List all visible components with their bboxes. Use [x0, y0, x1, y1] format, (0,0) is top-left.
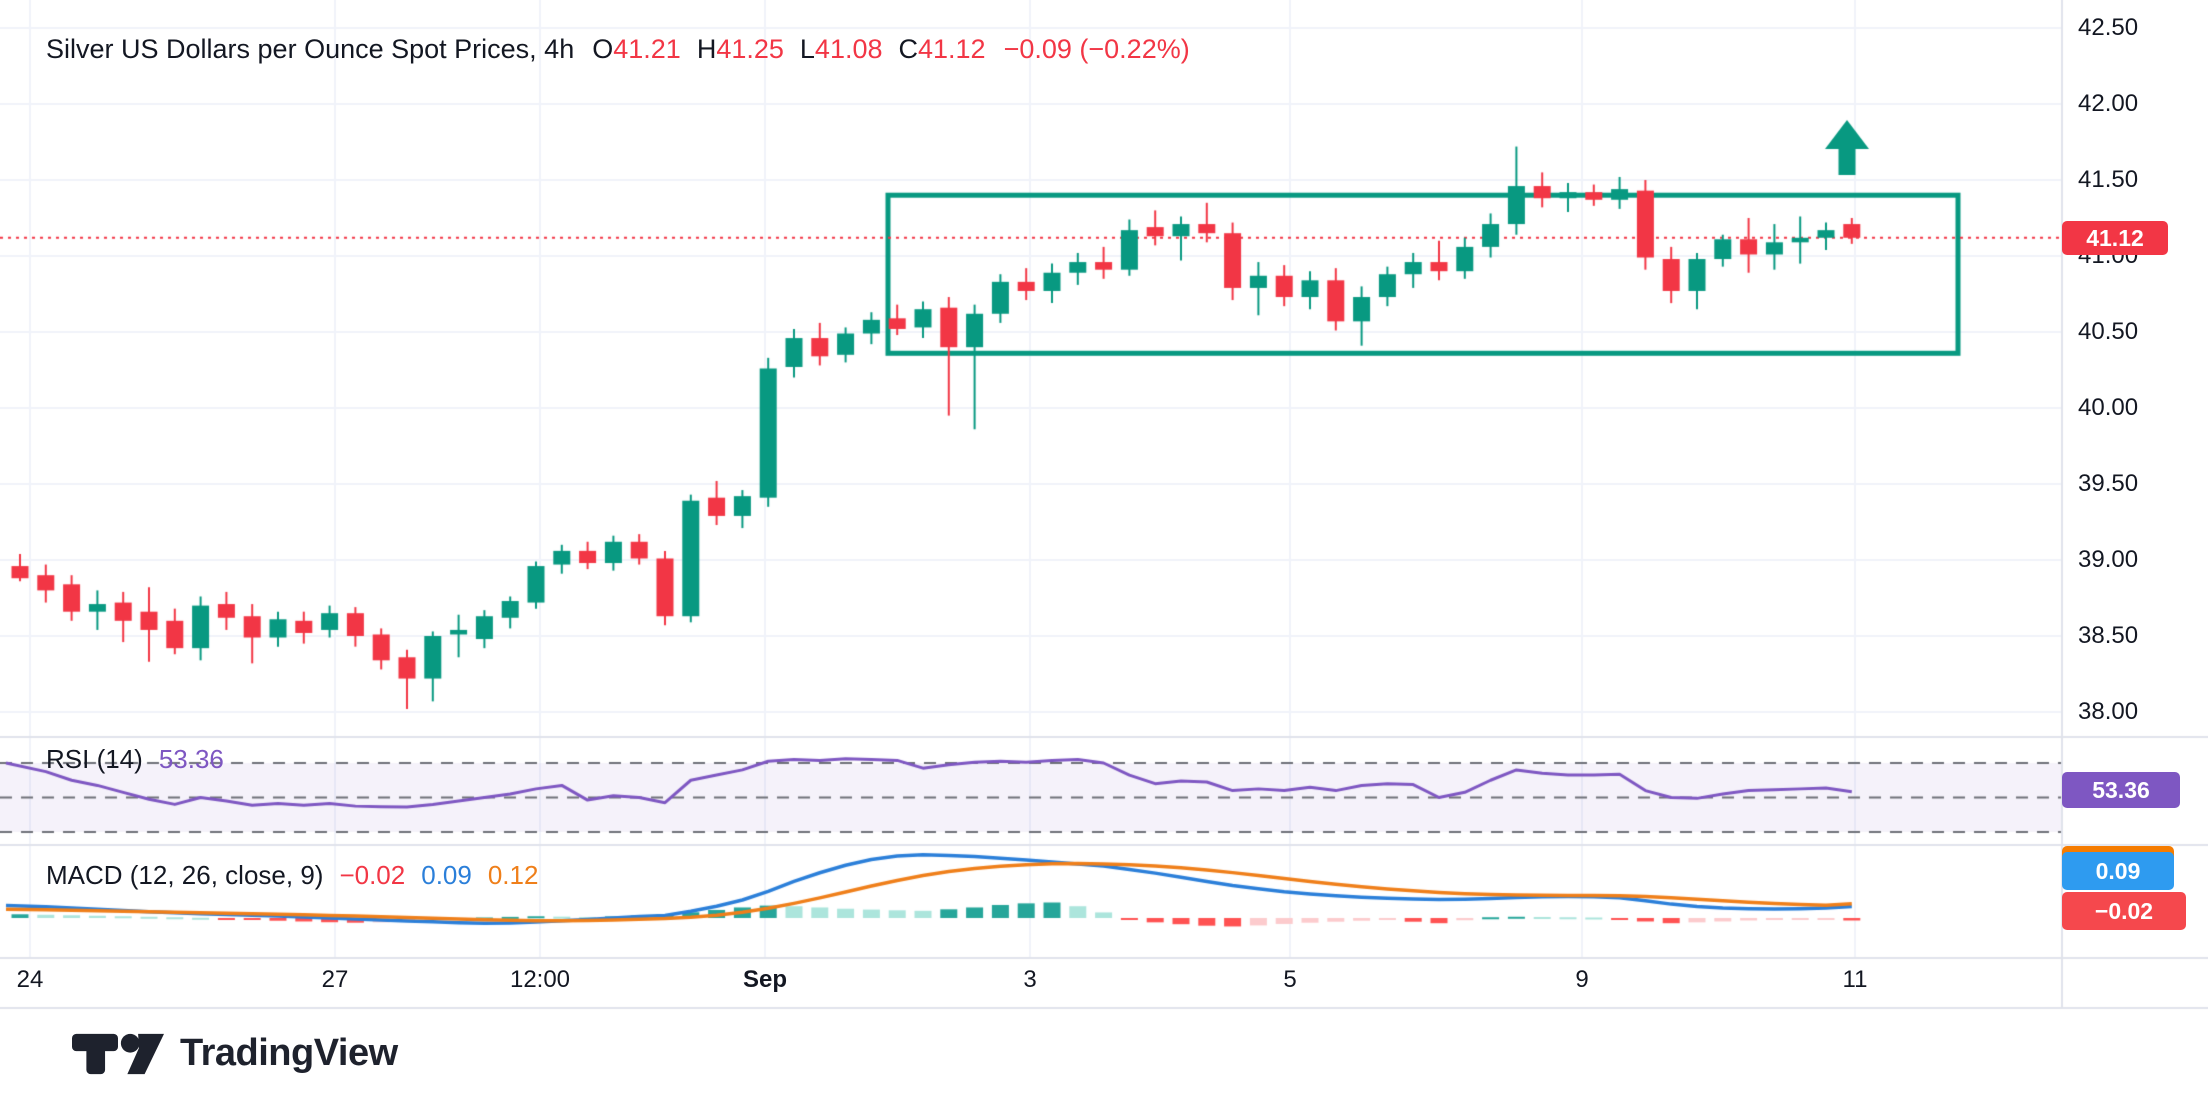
rsi-legend: RSI (14) 53.36 — [46, 744, 224, 775]
time-tick-label: 9 — [1575, 966, 1589, 993]
ohlc-letter: O — [592, 34, 614, 64]
macd-label: MACD (12, 26, close, 9) — [46, 860, 324, 890]
time-tick-label: 27 — [321, 966, 349, 993]
price-tick-label: 38.00 — [2078, 698, 2139, 725]
ohlc-number: 41.08 — [814, 34, 883, 64]
price-tick-label: 39.50 — [2078, 470, 2139, 497]
time-tick-label: Sep — [742, 966, 788, 993]
macd-value: 0.12 — [487, 860, 539, 890]
ohlc-pair: C41.12 — [899, 34, 986, 65]
change-value: −0.09 (−0.22%) — [1003, 34, 1190, 64]
ohlc-values: O41.21 H41.25 L41.08 C41.12 — [592, 34, 985, 65]
rsi-value: 53.36 — [158, 744, 224, 774]
ohlc-letter: H — [696, 34, 717, 64]
time-tick-label: 24 — [16, 966, 44, 993]
price-tick-label: 41.50 — [2078, 166, 2139, 193]
symbol-title: Silver US Dollars per Ounce Spot Prices,… — [46, 34, 575, 64]
macd-line-badge: 0.09 — [2062, 852, 2174, 890]
tradingview-logo-icon — [72, 1033, 164, 1074]
macd-value: −0.02 — [339, 860, 406, 890]
ohlc-number: 41.21 — [613, 34, 681, 64]
tradingview-logo-text: TradingView — [180, 1032, 398, 1074]
time-tick-label: 3 — [1023, 966, 1037, 993]
price-tick-label: 42.50 — [2078, 14, 2139, 41]
price-tick-label: 38.50 — [2078, 622, 2139, 649]
ohlc-pair: L41.08 — [800, 34, 883, 65]
rsi-badge: 53.36 — [2062, 772, 2180, 808]
time-tick-label: 5 — [1283, 966, 1297, 993]
chart-legend: Silver US Dollars per Ounce Spot Prices,… — [46, 34, 1190, 65]
tradingview-logo[interactable]: TradingView — [72, 1032, 398, 1075]
macd-values: −0.02 0.09 0.12 — [339, 860, 538, 891]
rsi-label: RSI (14) — [46, 744, 143, 774]
ohlc-letter: L — [799, 34, 815, 64]
ohlc-pair: H41.25 — [697, 34, 784, 65]
ohlc-number: 41.25 — [716, 34, 784, 64]
price-tick-label: 39.00 — [2078, 546, 2139, 573]
macd-value: 0.09 — [421, 860, 472, 890]
ohlc-letter: C — [898, 34, 919, 64]
macd-legend: MACD (12, 26, close, 9) −0.02 0.09 0.12 — [46, 860, 538, 891]
time-tick-label: 11 — [1842, 966, 1868, 993]
time-tick-label: 12:00 — [509, 966, 571, 993]
last-price-badge: 41.12 — [2062, 221, 2168, 255]
price-tick-label: 40.50 — [2078, 318, 2139, 345]
price-tick-label: 40.00 — [2078, 394, 2139, 421]
price-tick-label: 42.00 — [2078, 90, 2139, 117]
ohlc-number: 41.12 — [918, 34, 986, 64]
macd-hist-badge: −0.02 — [2062, 892, 2186, 930]
ohlc-pair: O41.21 — [592, 34, 681, 65]
